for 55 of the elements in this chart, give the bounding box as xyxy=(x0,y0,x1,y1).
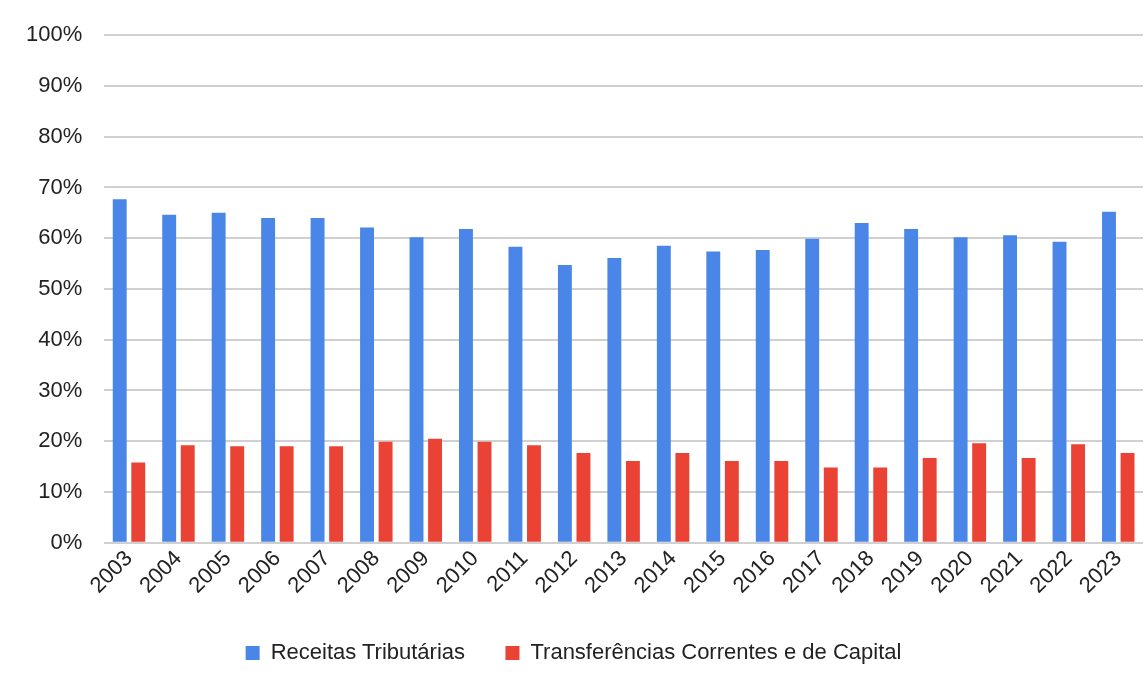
bar xyxy=(922,457,937,542)
bar xyxy=(904,229,919,542)
bar xyxy=(310,217,325,542)
y-tick-label: 40% xyxy=(38,325,83,351)
bar xyxy=(1120,452,1135,542)
bar xyxy=(428,438,443,542)
bar xyxy=(873,467,888,542)
y-tick-label: 10% xyxy=(38,478,83,504)
bar xyxy=(360,227,374,542)
bar xyxy=(230,446,245,542)
bar xyxy=(953,237,968,542)
y-tick-label: 30% xyxy=(38,376,83,402)
y-tick-label: 60% xyxy=(38,224,83,250)
bar xyxy=(557,265,572,542)
bar xyxy=(1071,444,1086,542)
bar xyxy=(724,461,739,542)
bar xyxy=(1021,457,1036,542)
legend-label: Transferências Correntes e de Capital xyxy=(530,639,902,665)
bar xyxy=(409,237,424,542)
bar xyxy=(378,441,393,542)
y-tick-label: 50% xyxy=(38,275,83,301)
bar xyxy=(527,445,541,542)
bar xyxy=(774,461,789,542)
y-tick-label: 20% xyxy=(38,427,83,453)
bar xyxy=(477,441,492,542)
bar xyxy=(131,462,146,542)
bar xyxy=(656,245,671,542)
y-tick-label: 80% xyxy=(38,122,83,148)
legend-label: Receitas Tributárias xyxy=(270,639,466,665)
bar xyxy=(706,251,721,542)
bar xyxy=(675,452,690,542)
bar xyxy=(162,214,177,542)
bar xyxy=(180,445,195,542)
bar xyxy=(625,461,640,542)
y-tick-label: 0% xyxy=(50,528,83,554)
bar xyxy=(607,258,622,542)
bar xyxy=(1102,211,1116,542)
bar xyxy=(261,217,276,542)
bar xyxy=(112,199,127,542)
bar xyxy=(1003,235,1018,542)
y-tick-label: 70% xyxy=(38,173,83,199)
bar xyxy=(329,446,344,542)
bar xyxy=(805,238,820,542)
bar xyxy=(576,452,591,542)
bar xyxy=(755,249,770,542)
bar xyxy=(972,443,987,542)
y-tick-label: 100% xyxy=(25,21,83,47)
bar xyxy=(823,467,838,542)
bar xyxy=(459,229,473,542)
y-tick-label: 90% xyxy=(38,72,83,98)
bar xyxy=(508,246,523,542)
bar xyxy=(279,446,294,542)
bar xyxy=(1052,241,1067,542)
bar xyxy=(854,222,869,542)
bar xyxy=(211,212,226,542)
